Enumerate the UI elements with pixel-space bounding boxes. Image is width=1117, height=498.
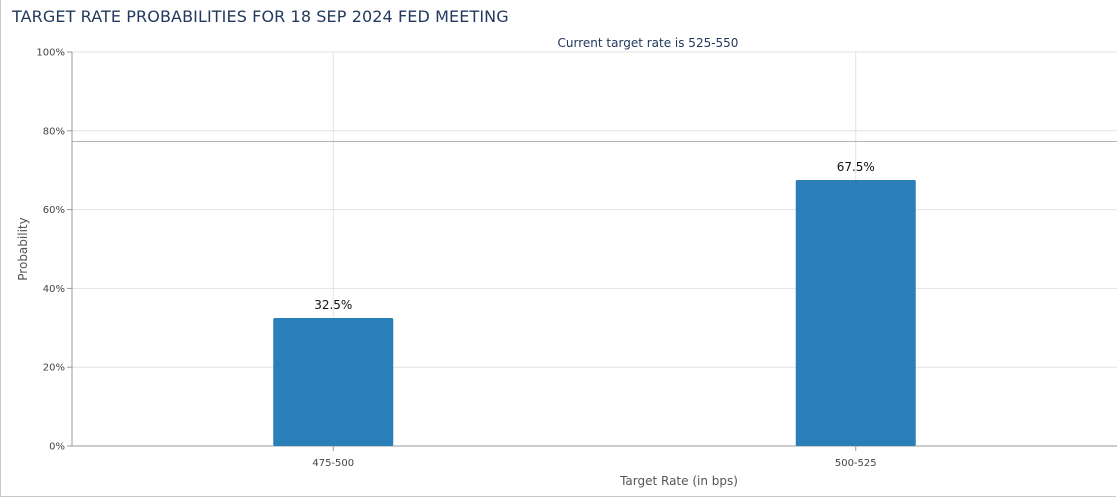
- bars: [273, 180, 916, 447]
- x-tick-label: 500-525: [835, 458, 877, 469]
- y-tick-label: 20%: [43, 363, 65, 374]
- grid-lines: [72, 51, 1117, 446]
- axes: [67, 51, 1117, 451]
- bar-data-label: 67.5%: [837, 160, 875, 174]
- bar-475-500: [273, 317, 394, 446]
- x-axis-title: Target Rate (in bps): [619, 474, 738, 488]
- labels: 0% 20% 40% 60% 80% 100% 32.5% 475-500 67.5% 500-5…: [36, 48, 876, 470]
- y-tick-label: 100%: [36, 48, 65, 59]
- y-tick-label: 80%: [43, 126, 65, 137]
- y-tick-label: 40%: [43, 284, 65, 295]
- y-tick-label: 60%: [43, 205, 65, 216]
- y-tick-label: 0%: [49, 442, 65, 453]
- chart-title: TARGET RATE PROBABILITIES FOR 18 SEP 202…: [12, 7, 509, 26]
- x-tick-label: 475-500: [312, 458, 354, 469]
- bar-500-525: [795, 180, 916, 447]
- y-axis-title: Probability: [16, 217, 30, 280]
- bar-data-label: 32.5%: [314, 298, 352, 312]
- chart-subtitle: Current target rate is 525-550: [558, 36, 739, 50]
